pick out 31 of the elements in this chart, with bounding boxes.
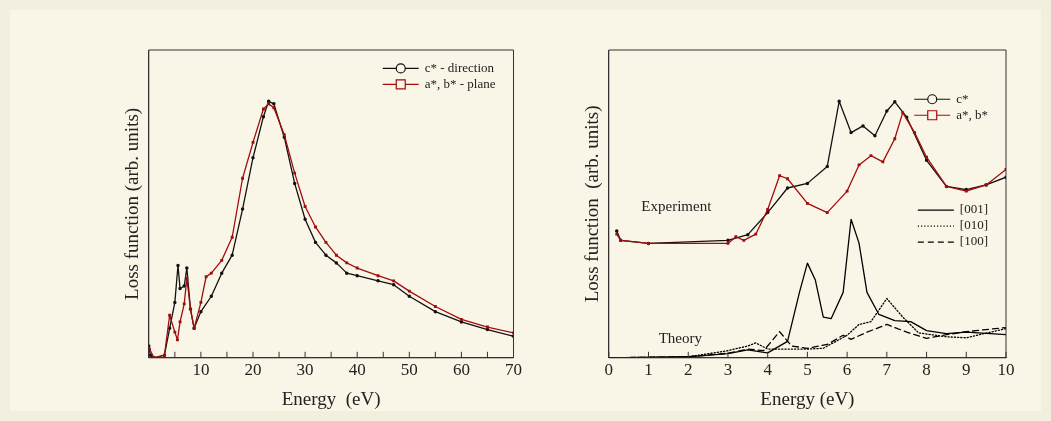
legend-label: [100] — [959, 233, 989, 249]
x-tick-label: 3 — [723, 360, 733, 380]
x-tick-label: 20 — [244, 360, 262, 380]
x-tick-label: 2 — [683, 360, 693, 380]
x-tick-label: 6 — [842, 360, 852, 380]
x-tick-label: 7 — [882, 360, 892, 380]
x-tick-label: 4 — [763, 360, 773, 380]
annotation: Theory — [658, 330, 703, 347]
x-axis-title: Energy (eV) — [281, 387, 381, 410]
legend-label: a*, b* - plane — [424, 75, 496, 91]
x-tick-label: 0 — [604, 360, 614, 380]
x-tick-label: 8 — [922, 360, 931, 380]
annotation: Experiment — [641, 197, 713, 214]
x-tick-label: 50 — [400, 360, 418, 380]
y-axis-title: Loss function (arb. units) — [581, 105, 604, 303]
legend-label: c* - direction — [424, 59, 495, 75]
x-axis-title: Energy (eV) — [760, 387, 855, 410]
x-tick-label: 40 — [348, 360, 366, 380]
x-tick-label: 60 — [452, 360, 470, 380]
legend-label: c* — [956, 90, 969, 106]
x-tick-label: 9 — [962, 360, 971, 380]
legend-label: [001] — [959, 201, 989, 217]
x-tick-label: 5 — [803, 360, 812, 380]
x-tick-label: 10 — [997, 360, 1015, 380]
x-tick-label: 30 — [296, 360, 314, 380]
x-tick-label: 70 — [505, 360, 522, 380]
legend-label: [010] — [959, 217, 989, 233]
legend-label: a*, b* — [956, 106, 989, 122]
y-axis-title: Loss function (arb. units) — [121, 107, 144, 300]
x-tick-label: 1 — [644, 360, 653, 380]
x-tick-label: 10 — [192, 360, 210, 380]
